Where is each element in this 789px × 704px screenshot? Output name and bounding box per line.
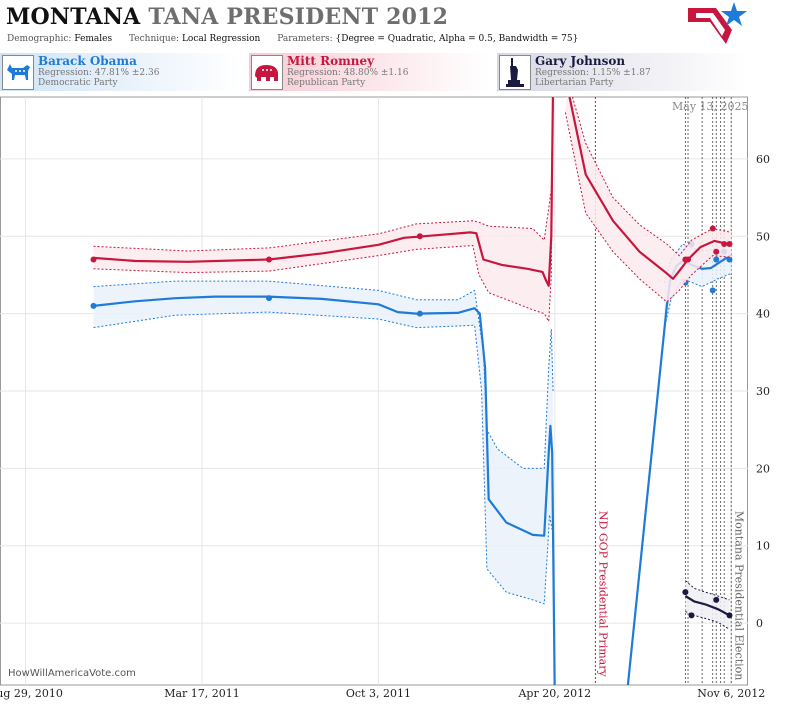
y-tick-label: 50 [756, 230, 770, 243]
poll-point [709, 225, 716, 232]
candidate-party: Republican Party [287, 78, 366, 88]
candidate-name: Barack Obama [38, 54, 137, 68]
poll-point [713, 596, 720, 603]
series-group [682, 580, 733, 630]
candidate-regression: Regression: 47.81% ±2.36 [38, 68, 160, 78]
candidate-regression: Regression: 48.80% ±1.16 [287, 68, 409, 78]
y-tick-label: 20 [756, 462, 770, 475]
poll-point [266, 256, 273, 263]
poll-point [688, 612, 695, 619]
elephant-icon [251, 55, 283, 90]
poll-point [682, 589, 689, 596]
trend-line [93, 295, 556, 685]
candidate-card-romney: Mitt Romney Regression: 48.80% ±1.16 Rep… [249, 53, 489, 91]
confidence-upper [571, 97, 732, 257]
series-group [90, 237, 733, 685]
parameters-label: Parameters: [277, 34, 333, 44]
demographic-label: Demographic: [7, 34, 72, 44]
confidence-band [93, 97, 553, 322]
x-tick-label: Mar 17, 2011 [164, 687, 240, 700]
confidence-upper [93, 97, 554, 252]
poll-point [726, 256, 733, 263]
confidence-band [93, 281, 554, 604]
title-state-echo: TANA [148, 4, 219, 30]
poll-point [709, 287, 716, 294]
y-tick-label: 60 [756, 153, 770, 166]
candidate-card-obama: Barack Obama Regression: 47.81% ±2.36 De… [0, 53, 240, 91]
chart-title: MONTANA TANA PRESIDENT 2012 [6, 4, 448, 30]
poll-point [726, 241, 733, 247]
title-state: MONTANA [6, 4, 141, 30]
trend-line [93, 97, 555, 287]
candidate-party: Libertarian Party [535, 78, 614, 88]
poll-point [713, 248, 720, 255]
candidate-party: Democratic Party [38, 78, 118, 88]
technique-label: Technique: [129, 34, 180, 44]
event-label: ND GOP Presidential Primary [596, 511, 609, 678]
confidence-lower [685, 611, 730, 630]
poll-point [713, 256, 720, 263]
x-axis: Aug 29, 2010 Mar 17, 2011 Oct 3, 2011 Apr 2… [0, 687, 765, 700]
candidate-name: Mitt Romney [287, 54, 375, 68]
y-tick-label: 10 [756, 540, 770, 553]
x-tick-label: Apr 20, 2012 [517, 687, 591, 700]
liberty-statue-icon [499, 55, 531, 90]
confidence-lower [663, 272, 732, 330]
poll-point [416, 233, 423, 240]
y-tick-label: 40 [756, 308, 770, 321]
chart-header: MONTANA TANA PRESIDENT 2012 Demographic:… [0, 0, 789, 52]
donkey-icon [2, 55, 34, 90]
chart-grid [0, 97, 748, 685]
confidence-band [565, 97, 732, 302]
poll-point [90, 256, 97, 263]
parameters-value: {Degree = Quadratic, Alpha = 0.5, Bandwi… [335, 34, 579, 44]
technique-value: Local Regression [181, 34, 261, 44]
x-tick-label: Oct 3, 2011 [346, 687, 411, 700]
poll-point [90, 302, 97, 309]
y-tick-label: 30 [756, 385, 770, 398]
as-of-date: May 13, 2025 [672, 100, 749, 113]
x-tick-label: Nov 6, 2012 [697, 687, 765, 700]
event-label: Montana Presidential Election [732, 511, 745, 680]
y-axis: 0 10 20 30 40 50 60 [756, 153, 770, 630]
y-tick-label: 0 [756, 617, 763, 630]
candidate-card-johnson: Gary Johnson Regression: 1.15% ±1.87 Lib… [497, 53, 746, 91]
poll-point [726, 612, 733, 619]
chart-parameters: Demographic: Females Technique: Local Re… [7, 34, 578, 44]
demographic-value: Females [74, 34, 113, 44]
site-credit: HowWillAmericaVote.com [8, 668, 136, 679]
candidate-regression: Regression: 1.15% ±1.87 [535, 68, 651, 78]
confidence-lower [93, 311, 553, 605]
series-group [90, 97, 733, 324]
poll-point [416, 310, 423, 317]
poll-point [266, 295, 273, 302]
confidence-upper [685, 580, 730, 601]
poll-point [721, 241, 728, 247]
x-tick-label: Aug 29, 2010 [0, 687, 63, 700]
trend-line [684, 595, 731, 617]
site-logo [688, 2, 747, 44]
trend-line [568, 97, 732, 280]
title-race: PRESIDENT 2012 [226, 4, 449, 30]
trend-line [626, 253, 732, 685]
poll-point [685, 256, 692, 263]
candidate-name: Gary Johnson [535, 54, 626, 68]
